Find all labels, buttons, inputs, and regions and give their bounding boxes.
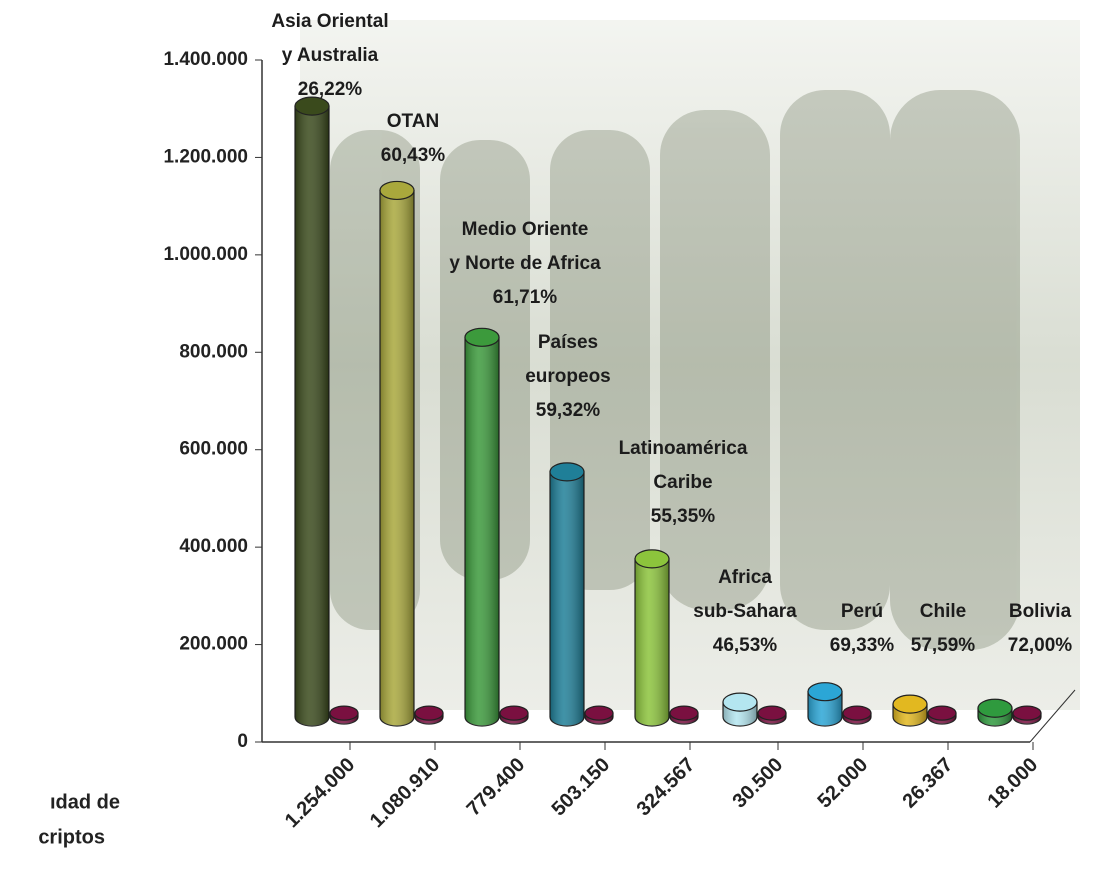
small-bar-top [1012,705,1042,721]
x-tick-label: 52.000 [813,754,872,813]
bar-annotation: Chile [920,601,966,622]
bar [294,96,330,727]
bar-annotation: 72,00% [1008,635,1073,656]
bar-annotation: Africa [718,567,772,588]
bar-annotation: 26,22% [298,79,363,100]
floor-edge [1029,689,1076,743]
bar [892,694,928,727]
small-bar-top [927,705,957,721]
small-bar-top [842,705,872,721]
bar-annotation: 59,32% [536,400,601,421]
bar-annotation: 55,35% [651,506,716,527]
bar-top [807,682,843,702]
x-tick-label: 779.400 [463,754,530,821]
bar-annotation: 61,71% [493,287,558,308]
bar-annotation: Latinoamérica [619,438,748,459]
bar-top [294,96,330,116]
bar-shade [635,558,669,726]
y-tick-label: 400.000 [179,536,248,557]
y-tick-label: 1.000.000 [163,244,248,265]
bar [722,692,758,727]
bar-top [977,698,1013,718]
bar [977,698,1013,727]
x-tick-label: 503.150 [548,754,615,821]
small-bar [329,705,359,725]
y-axis-label: criptos [38,826,105,848]
bar-shade [380,190,414,727]
bar-top [549,462,585,482]
x-tick-label: 30.500 [728,754,787,813]
background-photo [300,20,1080,710]
bar-top [464,327,500,347]
bar-top [379,180,415,201]
bar-annotation: y Australia [282,45,379,66]
bar-top [892,694,928,714]
y-axis-label: ıdad de [50,791,120,813]
small-bar [842,705,872,725]
bar-annotation: OTAN [387,111,439,132]
bar-annotation: Perú [841,601,883,622]
bar-annotation: europeos [525,366,611,387]
small-bar [499,705,529,725]
bar-shade [550,471,584,726]
bar-annotation: Medio Oriente [462,219,589,240]
bar-shade [465,337,499,726]
small-bar [1012,705,1042,725]
x-tick-label: 18.000 [983,754,1042,813]
small-bar [757,705,787,725]
bar-annotation: Asia Oriental [271,11,388,32]
bar-annotation: 46,53% [713,635,778,656]
small-bar-top [414,705,444,721]
x-tick-label: 324.567 [633,754,700,821]
bar-annotation: 60,43% [381,145,446,166]
small-bar-top [669,705,699,721]
y-tick-label: 1.200.000 [163,146,248,167]
y-tick-label: 0 [237,731,248,752]
small-bar-top [329,705,359,721]
small-bar-top [499,705,529,721]
y-tick-label: 800.000 [179,341,248,362]
bar-shade [295,106,329,726]
small-bar [669,705,699,725]
bar-top [634,549,670,569]
small-bar [414,705,444,725]
bar-annotation: Países [538,332,598,353]
y-tick-label: 600.000 [179,439,248,460]
bar-annotation: 69,33% [830,635,895,656]
bar [464,327,500,727]
bar [807,682,843,727]
bar [634,549,670,727]
small-bar [584,705,614,725]
bar-annotation: Caribe [653,472,712,493]
bar [549,462,585,727]
small-bar-top [757,705,787,721]
small-bar [927,705,957,725]
bar [379,180,415,727]
bar-annotation: sub-Sahara [693,601,797,622]
x-tick-label: 1.080.910 [366,754,444,832]
x-tick-label: 1.254.000 [281,754,359,832]
y-tick-label: 200.000 [179,634,248,655]
bar-annotation: Bolivia [1009,601,1072,622]
bar-annotation: 57,59% [911,635,976,656]
bar-shade [808,691,842,726]
x-tick-label: 26.367 [898,754,957,813]
small-bar-top [584,705,614,721]
bar-top [722,692,758,712]
y-tick-label: 1.400.000 [163,49,248,70]
bar-annotation: y Norte de Africa [449,253,601,274]
